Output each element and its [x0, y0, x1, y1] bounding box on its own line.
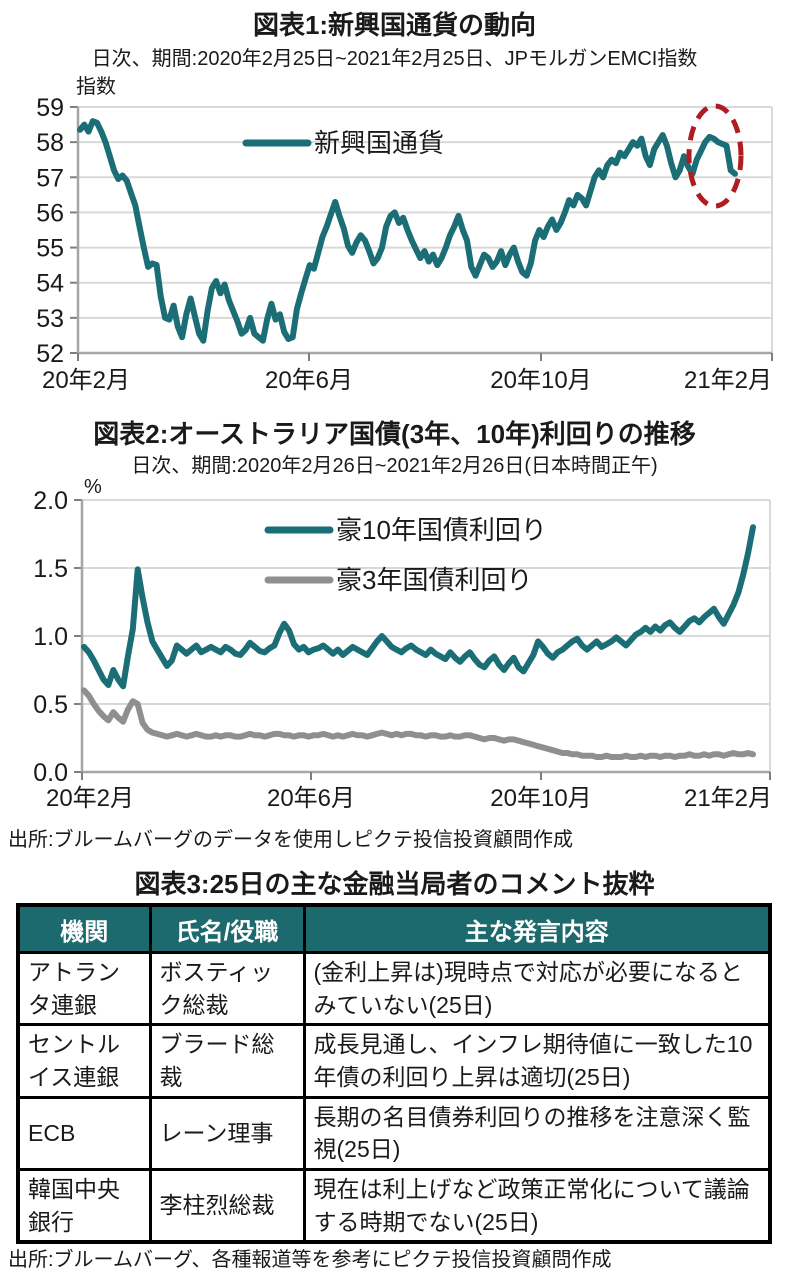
y-tick-label: 59	[36, 94, 64, 122]
highlight-ellipse	[686, 103, 744, 209]
legend-label-1: 豪3年国債利回り	[336, 565, 532, 595]
comment-cell: 現在は利上げなど政策正常化について議論する時期でない(25日)	[302, 1167, 772, 1244]
comments-table-body: アトランタ連銀 ボスティック総裁 (金利上昇は)現時点で対応が必要になるとみていない…	[16, 950, 772, 1244]
y-tick-label: 52	[36, 340, 64, 368]
figure2-unit-label: %	[84, 476, 102, 498]
y-tick-label: 56	[36, 199, 64, 227]
series-line-1	[81, 687, 756, 760]
y-tick-label: 1.0	[33, 623, 68, 651]
x-tick-label: 21年2月	[684, 367, 772, 394]
x-tick-label: 20年10月	[490, 367, 591, 394]
x-tick-label: 20年6月	[267, 785, 355, 812]
y-tick-label: 0.0	[33, 759, 68, 787]
comment-cell: 長期の名目債券利回りの推移を注意深く監視(25日)	[302, 1095, 772, 1171]
y-tick-label: 57	[36, 164, 64, 192]
person-cell: ブラード総裁	[148, 1023, 306, 1099]
y-tick-label: 58	[36, 129, 64, 157]
x-tick-label: 20年6月	[265, 367, 353, 394]
y-tick-label: 54	[36, 270, 64, 298]
comment-cell: 成長見通し、インフレ期待値に一致した10年債の利回り上昇は適切(25日)	[302, 1023, 772, 1099]
comment-cell: (金利上昇は)現時点で対応が必要になるとみていない(25日)	[302, 950, 772, 1027]
comments-table-header: 機関 氏名/役職 主な発言内容	[16, 903, 772, 954]
legend-label-0: 豪10年国債利回り	[336, 515, 547, 545]
person-cell: レーン理事	[148, 1095, 306, 1171]
y-tick-label: 1.5	[33, 555, 68, 583]
figure3-source: 出所:ブルームバーグ、各種報道等を参考にピクテ投信投資顧問作成	[8, 1249, 612, 1271]
org-cell: アトランタ連銀	[16, 950, 152, 1027]
person-cell: ボスティック総裁	[148, 950, 306, 1027]
figure2-source: 出所:ブルームバーグのデータを使用しピクテ投信投資顧問作成	[8, 829, 573, 851]
column-header-1: 氏名/役職	[148, 903, 306, 954]
org-cell: 韓国中央銀行	[16, 1167, 152, 1244]
x-tick-label: 20年2月	[46, 785, 134, 812]
figure1-title: 図表1:新興国通貨の動向	[252, 10, 537, 40]
series-line-0	[81, 524, 756, 690]
y-tick-label: 2.0	[33, 490, 68, 515]
figure2-subtitle: 日次、期間:2020年2月26日~2021年2月26日(日本時間正午)	[131, 455, 658, 477]
y-tick-label: 53	[36, 305, 64, 333]
legend-label-0: 新興国通貨	[314, 128, 444, 158]
figure2-title: 図表2:オーストラリア国債(3年、10年)利回りの推移	[93, 419, 696, 449]
x-tick-label: 20年10月	[490, 785, 591, 812]
person-cell: 李柱烈総裁	[148, 1167, 306, 1244]
series-line-0	[77, 118, 738, 344]
y-tick-label: 55	[36, 235, 64, 263]
column-header-0: 機関	[16, 903, 152, 954]
figure1-subtitle: 日次、期間:2020年2月25日~2021年2月25日、JPモルガンEMCI指数	[91, 48, 698, 70]
column-header-2: 主な発言内容	[302, 903, 772, 954]
table-row: 韓国中央銀行 李柱烈総裁 現在は利上げなど政策正常化について議論する時期でない(25…	[16, 1167, 772, 1244]
org-cell: セントルイス連銀	[16, 1023, 152, 1099]
figure3-title: 図表3:25日の主な金融当局者のコメント抜粋	[134, 869, 655, 899]
x-tick-label: 21年2月	[684, 785, 772, 812]
org-cell: ECB	[16, 1095, 152, 1171]
header-row: 機関 氏名/役職 主な発言内容	[16, 903, 772, 954]
comments-table: 機関 氏名/役職 主な発言内容 アトランタ連銀 ボスティック総裁 (金利上昇は)現時点で…	[16, 903, 772, 1245]
y-tick-label: 0.5	[33, 691, 68, 719]
x-tick-label: 20年2月	[42, 367, 130, 394]
figure1-unit-label: 指数	[76, 76, 116, 98]
table-row: ECB レーン理事 長期の名目債券利回りの推移を注意深く監視(25日)	[16, 1095, 772, 1171]
table-row: アトランタ連銀 ボスティック総裁 (金利上昇は)現時点で対応が必要になるとみていない…	[16, 950, 772, 1027]
table-row: セントルイス連銀 ブラード総裁 成長見通し、インフレ期待値に一致した10年債の利回り…	[16, 1023, 772, 1099]
australia-bond-yield-line-chart: 2.0 1.5 1.0 0.5 0.020年2月 20年6月 20年10月 21年2月 豪10年…	[33, 490, 772, 812]
